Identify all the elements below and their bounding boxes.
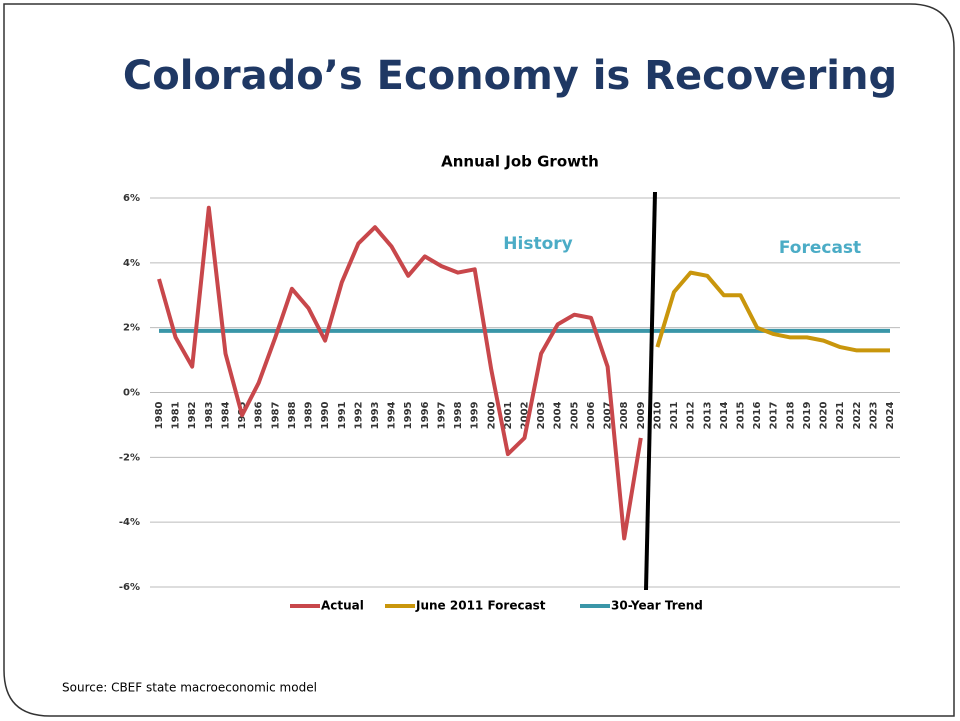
x-tick-label: 2009	[636, 401, 647, 429]
y-tick-label: -4%	[119, 517, 140, 528]
x-tick-label: 2024	[885, 401, 896, 429]
x-tick-label: 2023	[868, 401, 879, 429]
x-tick-label: 1982	[187, 401, 198, 429]
y-tick-label: 6%	[123, 193, 140, 204]
x-tick-label: 2007	[603, 401, 614, 429]
chart-title: Annual Job Growth	[441, 153, 599, 171]
divider	[644, 191, 657, 591]
legend-label: June 2011 Forecast	[415, 599, 546, 613]
x-tick-label: 2011	[669, 401, 680, 429]
x-tick-label: 2021	[835, 401, 846, 429]
x-tick-label: 2012	[686, 401, 697, 429]
x-tick-label: 2020	[819, 401, 830, 429]
x-tick-label: 2001	[503, 401, 514, 429]
y-tick-label: -6%	[119, 582, 140, 593]
annotation: Forecast	[779, 238, 861, 258]
x-tick-label: 1998	[453, 401, 464, 429]
annotation: History	[503, 234, 572, 254]
y-tick-label: -2%	[119, 452, 140, 463]
x-tick-label: 2013	[702, 401, 713, 429]
series-line	[157, 205, 643, 541]
x-tick-label: 2002	[520, 401, 531, 429]
x-tick-label: 1999	[470, 401, 481, 429]
x-tick-label: 2006	[586, 401, 597, 429]
x-tick-label: 2016	[752, 401, 763, 429]
x-tick-label: 1990	[320, 401, 331, 429]
x-tick-label: 2017	[769, 401, 780, 429]
y-tick-label: 4%	[123, 258, 140, 269]
x-tick-label: 1981	[171, 401, 182, 429]
x-tick-label: 1980	[154, 401, 165, 429]
legend: Actual June 2011 Forecast 30-Year Trend	[290, 599, 703, 613]
x-tick-label: 1997	[436, 401, 447, 429]
y-tick-label: 0%	[123, 388, 140, 399]
y-tick-label: 2%	[123, 323, 140, 334]
x-tick-label: 1994	[387, 401, 398, 429]
x-tick-label: 2000	[486, 401, 497, 429]
x-tick-label: 2008	[619, 401, 630, 429]
x-tick-label: 1992	[353, 401, 364, 429]
legend-label: Actual	[321, 599, 364, 613]
x-tick-label: 1986	[254, 401, 265, 429]
x-tick-label: 1991	[337, 401, 348, 429]
plot: -6% -4% -2% 0% 2% 4% 6% 1980 1981 1982 1983 1984 198…	[119, 193, 900, 593]
x-tick-label: 1987	[270, 401, 281, 429]
x-tick-label: 1984	[220, 401, 231, 429]
x-tick-label: 2018	[785, 401, 796, 429]
x-tick-label: 1983	[204, 401, 215, 429]
x-tick-label: 2014	[719, 401, 730, 429]
x-tick-label: 2015	[735, 401, 746, 429]
legend-label: 30-Year Trend	[611, 599, 703, 613]
x-tick-label: 2005	[569, 401, 580, 429]
x-tick-label: 1989	[304, 401, 315, 429]
slide-frame	[3, 3, 955, 717]
x-tick-label: 2010	[652, 401, 663, 429]
source: Source: CBEF state macroeconomic model	[62, 681, 317, 695]
x-tick-label: 2004	[553, 401, 564, 429]
series-line	[655, 270, 890, 353]
slide-title: Colorado’s Economy is Recovering	[123, 53, 897, 99]
x-tick-label: 1995	[403, 401, 414, 429]
x-tick-label: 1993	[370, 401, 381, 429]
x-tick-label: 2003	[536, 401, 547, 429]
x-tick-label: 1988	[287, 401, 298, 429]
x-tick-label: 2022	[852, 401, 863, 429]
x-tick-label: 2019	[802, 401, 813, 429]
x-tick-label: 1996	[420, 401, 431, 429]
